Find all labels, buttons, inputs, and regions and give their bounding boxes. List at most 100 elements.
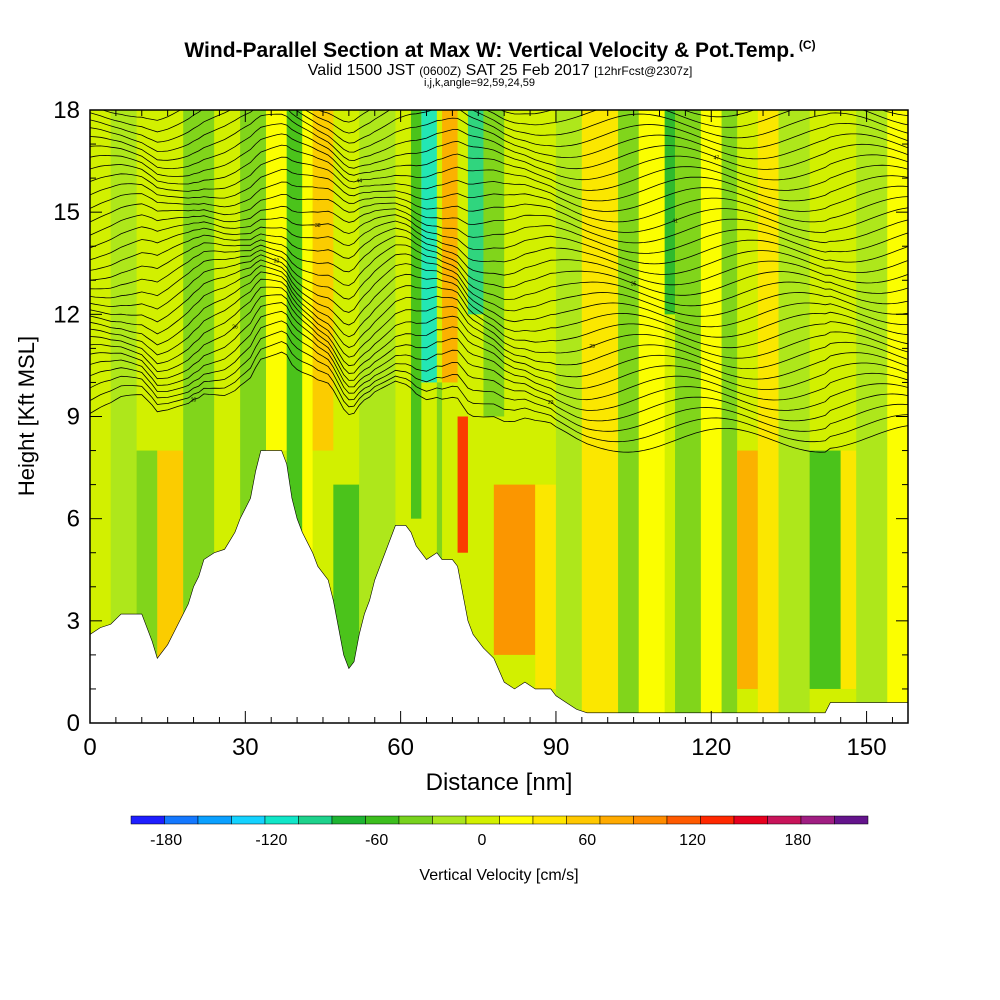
y-tick-label: 6 [67, 506, 80, 533]
theta-contour-label: 44 [356, 178, 362, 184]
colorbar-tick-label: -180 [150, 832, 182, 849]
theta-contour-label: 35 [631, 282, 637, 288]
colorbar-swatch [331, 815, 366, 825]
theta-contour [90, 330, 908, 432]
colorbar-swatch [499, 815, 534, 825]
x-tick-label: 120 [691, 734, 731, 761]
theta-contour [90, 244, 908, 307]
velocity-band [757, 110, 779, 723]
colorbar-tick-label: -60 [365, 832, 388, 849]
theta-contour [90, 133, 908, 191]
section-indices: i,j,k,angle=92,59,24,59 [424, 77, 536, 89]
colorbar-swatch [264, 815, 299, 825]
colorbar-swatch [298, 815, 333, 825]
theta-contour [90, 302, 908, 401]
colorbar-swatch [365, 815, 400, 825]
theta-contour [90, 271, 908, 359]
theta-contour [90, 156, 908, 212]
y-axis: 0 3 6 9 12 15 18 [53, 97, 908, 737]
y-axis-label: Height [Kft MSL] [14, 336, 39, 496]
theta-contour [90, 169, 908, 223]
x-tick-label: 0 [83, 734, 96, 761]
velocity-band [266, 110, 287, 451]
colorbar-tick-label: 120 [679, 832, 706, 849]
colorbar-label: Vertical Velocity [cm/s] [419, 867, 578, 884]
theta-contour [90, 254, 908, 328]
colorbar-swatch [197, 815, 232, 825]
theta-contour [90, 123, 908, 181]
velocity-band [638, 110, 665, 723]
velocity-band [442, 110, 458, 383]
colorbar-swatch [733, 815, 768, 825]
velocity-band [675, 110, 701, 723]
velocity-band [809, 450, 841, 689]
theta-contour [90, 341, 908, 443]
y-tick-label: 18 [53, 97, 80, 124]
velocity-band [721, 110, 738, 723]
velocity-band [856, 110, 888, 723]
colorbar-swatch [599, 815, 634, 825]
theta-contours: 20 23 26 29 32 35 38 41 44 47 50 53 [90, 65, 908, 453]
valid-utc: (0600Z) [419, 64, 462, 78]
theta-contour [90, 220, 908, 275]
chart-subtitle: Valid 1500 JST (0600Z) SAT 25 Feb 2017 [… [0, 62, 1000, 80]
velocity-band [618, 110, 639, 723]
theta-contour-label: 29 [589, 344, 595, 350]
colorbar: -180 -120 -60 0 60 120 180 [130, 815, 869, 849]
theta-contour [90, 278, 908, 370]
x-axis-label: Distance [nm] [426, 769, 573, 796]
velocity-band [436, 382, 443, 723]
theta-contour [90, 214, 908, 265]
theta-contour [90, 65, 908, 106]
theta-contour [90, 294, 908, 390]
theta-contour [90, 193, 908, 244]
theta-contour [90, 286, 908, 380]
velocity-band [664, 110, 676, 315]
colorbar-swatch [566, 815, 601, 825]
velocity-band [421, 110, 437, 383]
theta-contour [90, 110, 908, 149]
theta-contour [90, 144, 908, 202]
colorbar-swatch [432, 815, 467, 825]
y-tick-label: 12 [53, 301, 80, 328]
velocity-band [302, 110, 313, 723]
velocity-band [700, 110, 722, 723]
y-tick-label: 3 [67, 608, 80, 635]
y-tick-label: 0 [67, 710, 80, 737]
colorbar-swatch [800, 815, 835, 825]
y-tick-label: 9 [67, 404, 80, 431]
velocity-band [840, 450, 857, 689]
theta-contour [90, 235, 908, 296]
forecast-info: [12hrFcst@2307z] [594, 64, 693, 78]
y-tick-label: 15 [53, 199, 80, 226]
velocity-band [410, 110, 422, 519]
chart-title: Wind-Parallel Section at Max W: Vertical… [184, 38, 816, 62]
theta-contour [90, 265, 908, 349]
theta-contour-label: 26 [232, 325, 238, 331]
velocity-band [737, 450, 758, 689]
colorbar-tick-label: 180 [784, 832, 811, 849]
colorbar-tick-label: 0 [477, 832, 486, 849]
theta-contour [90, 113, 908, 170]
theta-contour [90, 249, 908, 317]
velocity-band [483, 110, 505, 417]
theta-contour [90, 110, 908, 160]
colorbar-swatch [398, 815, 433, 825]
theta-contour-label: 53 [755, 93, 761, 99]
colorbar-swatch [532, 815, 567, 825]
terrain-profile [90, 450, 908, 723]
theta-contour [90, 181, 908, 233]
colorbar-swatch [666, 815, 701, 825]
theta-contour [90, 227, 908, 286]
terrain [90, 450, 908, 723]
valid-date: SAT 25 Feb 2017 [465, 62, 590, 79]
colorbar-swatch [834, 815, 869, 825]
theta-contour [90, 259, 908, 338]
x-tick-label: 60 [387, 734, 414, 761]
theta-contour [90, 205, 908, 254]
velocity-band [457, 416, 468, 553]
velocity-band [778, 110, 810, 723]
theta-contour-label: 41 [672, 218, 678, 224]
colorbar-swatch [700, 815, 735, 825]
